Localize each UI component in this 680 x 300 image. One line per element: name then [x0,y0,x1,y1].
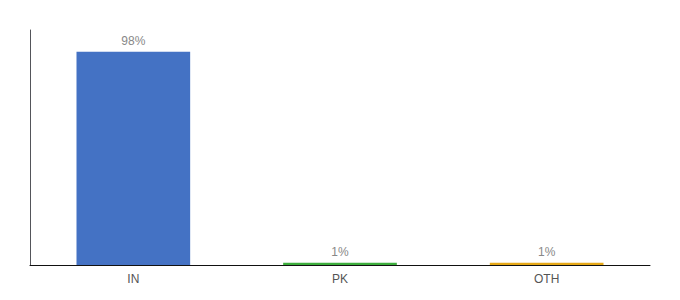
svg-text:1%: 1% [538,245,556,259]
svg-text:PK: PK [332,272,348,286]
svg-text:1%: 1% [331,245,349,259]
svg-text:IN: IN [127,272,139,286]
svg-text:OTH: OTH [534,272,559,286]
svg-text:98%: 98% [121,34,145,48]
